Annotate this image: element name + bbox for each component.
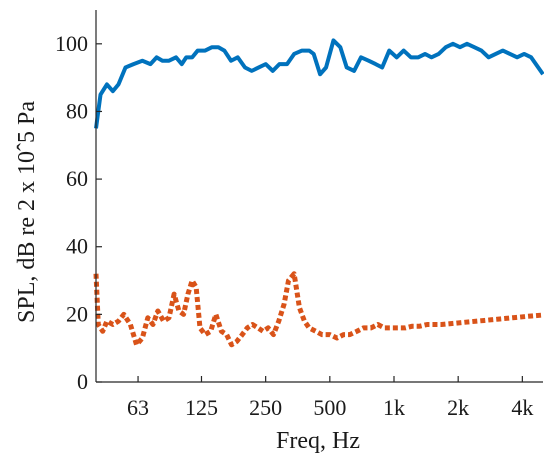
y-axis-label: SPL, dB re 2 x 10ˆ5 Pa [14,101,40,323]
x-tick-label: 4k [511,395,533,420]
x-tick-label: 2k [447,395,469,420]
y-tick-label: 20 [66,301,88,326]
x-tick-label: 500 [313,395,346,420]
y-tick-label: 0 [77,369,88,394]
x-tick-label: 250 [249,395,282,420]
x-tick-label: 63 [127,395,149,420]
axes-layer: 0 20 40 60 80 100 63 125 250 500 1k 2k 4k [55,10,543,420]
y-tick-label: 40 [66,234,88,259]
series-line-solid [94,38,544,129]
y-tick-label: 80 [66,98,88,123]
x-tick-label: 125 [185,395,218,420]
x-tick-label: 1k [383,395,405,420]
y-tick-label: 100 [55,31,88,56]
x-axis-label: Freq, Hz [276,428,360,454]
series-layer [93,38,544,348]
y-tick-label: 60 [66,166,88,191]
series-line-dotted [93,271,544,348]
